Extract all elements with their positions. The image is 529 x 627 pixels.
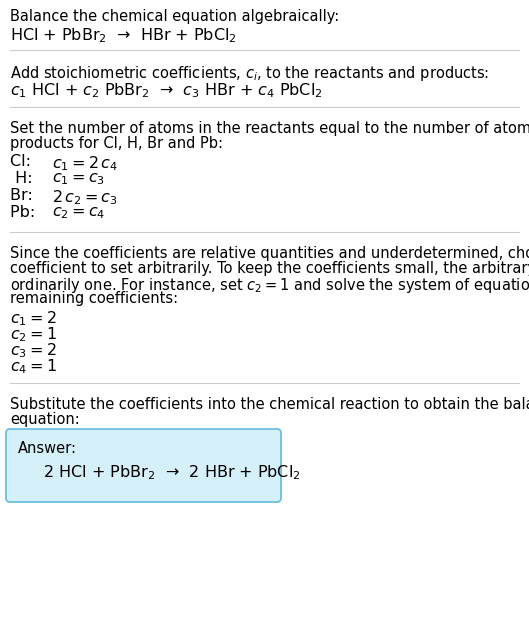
Text: Pb:: Pb: bbox=[10, 205, 45, 220]
Text: Set the number of atoms in the reactants equal to the number of atoms in the: Set the number of atoms in the reactants… bbox=[10, 121, 529, 136]
Text: Substitute the coefficients into the chemical reaction to obtain the balanced: Substitute the coefficients into the che… bbox=[10, 397, 529, 412]
Text: Balance the chemical equation algebraically:: Balance the chemical equation algebraica… bbox=[10, 9, 339, 24]
Text: $c_4 = 1$: $c_4 = 1$ bbox=[10, 357, 57, 376]
Text: $c_1 = 2$: $c_1 = 2$ bbox=[10, 309, 57, 328]
Text: $2\,c_2 = c_3$: $2\,c_2 = c_3$ bbox=[52, 188, 118, 207]
Text: $c_1 = 2\,c_4$: $c_1 = 2\,c_4$ bbox=[52, 154, 118, 172]
Text: ordinarily one. For instance, set $c_2 = 1$ and solve the system of equations fo: ordinarily one. For instance, set $c_2 =… bbox=[10, 276, 529, 295]
Text: HCl + PbBr$_2$  →  HBr + PbCl$_2$: HCl + PbBr$_2$ → HBr + PbCl$_2$ bbox=[10, 26, 237, 45]
Text: $c_1$ HCl + $c_2$ PbBr$_2$  →  $c_3$ HBr + $c_4$ PbCl$_2$: $c_1$ HCl + $c_2$ PbBr$_2$ → $c_3$ HBr +… bbox=[10, 81, 323, 100]
Text: $c_1 = c_3$: $c_1 = c_3$ bbox=[52, 171, 105, 187]
Text: products for Cl, H, Br and Pb:: products for Cl, H, Br and Pb: bbox=[10, 136, 223, 151]
Text: $c_2 = c_4$: $c_2 = c_4$ bbox=[52, 205, 105, 221]
Text: Cl:: Cl: bbox=[10, 154, 41, 169]
Text: Add stoichiometric coefficients, $c_i$, to the reactants and products:: Add stoichiometric coefficients, $c_i$, … bbox=[10, 64, 489, 83]
Text: Answer:: Answer: bbox=[18, 441, 77, 456]
FancyBboxPatch shape bbox=[6, 429, 281, 502]
Text: coefficient to set arbitrarily. To keep the coefficients small, the arbitrary va: coefficient to set arbitrarily. To keep … bbox=[10, 261, 529, 276]
Text: Br:: Br: bbox=[10, 188, 43, 203]
Text: $c_3 = 2$: $c_3 = 2$ bbox=[10, 341, 57, 360]
Text: equation:: equation: bbox=[10, 412, 80, 427]
Text: 2 HCl + PbBr$_2$  →  2 HBr + PbCl$_2$: 2 HCl + PbBr$_2$ → 2 HBr + PbCl$_2$ bbox=[18, 463, 301, 482]
Text: Since the coefficients are relative quantities and underdetermined, choose a: Since the coefficients are relative quan… bbox=[10, 246, 529, 261]
Text: remaining coefficients:: remaining coefficients: bbox=[10, 291, 178, 306]
Text: H:: H: bbox=[10, 171, 43, 186]
Text: $c_2 = 1$: $c_2 = 1$ bbox=[10, 325, 57, 344]
